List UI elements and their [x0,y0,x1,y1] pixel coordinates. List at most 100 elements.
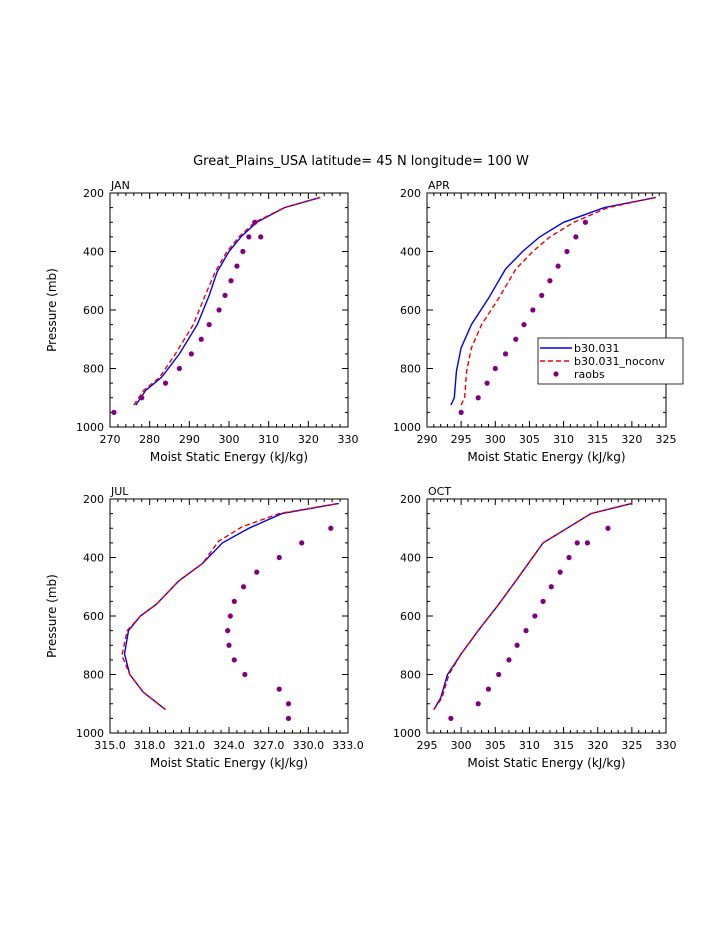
raob-point [502,351,509,357]
raob-point [573,234,579,240]
raob-point [231,598,237,604]
y-tick-label: 400 [400,246,421,259]
raob-point [225,628,231,634]
series-line-b30-031 [433,502,633,710]
raob-point [564,248,570,255]
series-line-b30-031-noconv [121,502,339,711]
raob-point [566,554,572,561]
y-tick-label: 600 [400,610,421,623]
y-tick-label: 400 [83,552,104,565]
x-tick-label: 305 [519,433,540,446]
x-tick-label: 325 [621,739,642,752]
raob-point [234,263,240,269]
raob-point [539,292,545,298]
panel-jul: JUL 315.0 318.0 321.0 324.0 327.0 330.0 333.0 20… [45,485,364,770]
plot-area [450,196,656,415]
x-tick-label: 280 [139,433,160,446]
raob-point [458,409,464,415]
x-tick-label: 330.0 [293,739,325,752]
raob-point [246,234,252,240]
raob-point [514,642,520,648]
raob-point [448,715,454,721]
x-tick-label: 327.0 [253,739,285,752]
raob-point [496,671,502,678]
x-axis-label: Moist Static Energy (kJ/kg) [150,756,308,770]
x-tick-label: 333.0 [332,739,364,752]
y-tick-label: 400 [83,246,104,259]
y-tick-label: 600 [400,304,421,317]
y-tick-label: 600 [83,610,104,623]
legend-label: b30.031 [574,342,619,355]
panel-label: OCT [428,485,451,498]
raob-point [285,701,292,707]
raob-point [521,322,527,328]
legend-marker-raobs [553,371,559,377]
raob-point [513,336,519,342]
raob-point [605,525,611,531]
y-tick-label: 1000 [76,421,104,434]
panel-label: JUL [110,485,129,498]
raob-point [484,380,490,386]
x-tick-label: 290 [179,433,200,446]
x-axis-label: Moist Static Energy (kJ/kg) [467,450,625,464]
raob-point [547,278,553,284]
series-line-b30-031 [123,502,339,711]
x-axis-label: Moist Static Energy (kJ/kg) [467,756,625,770]
x-axis-label: Moist Static Energy (kJ/kg) [150,450,308,464]
raob-point [206,322,212,328]
raob-point [523,628,529,634]
y-tick-label: 200 [400,493,421,506]
raob-point [231,657,237,663]
raob-point [254,569,260,575]
raob-point [485,686,492,692]
raob-point [276,554,282,561]
x-tick-label: 295 [417,739,438,752]
series-line-b30-031-noconv [133,196,321,406]
raob-point [139,395,145,401]
x-tick-label: 320 [298,433,319,446]
raob-point [252,219,258,225]
legend-label: b30.031_noconv [574,355,665,368]
plot-area [121,502,339,721]
raob-point [574,540,580,546]
y-tick-label: 800 [83,669,104,682]
y-tick-label: 800 [83,363,104,376]
series-line-b30-031 [135,196,321,406]
y-tick-label: 600 [83,304,104,317]
y-tick-label: 1000 [393,727,421,740]
raob-point [198,336,204,342]
panel-label: JAN [110,179,130,192]
panels: JAN 270 280 290 300 310 320 330 200 400 600 800 1000… [45,179,684,770]
y-tick-label: 200 [83,493,104,506]
raob-point [492,365,498,372]
raob-point [555,263,561,269]
legend-label: raobs [574,368,605,381]
plot-frame [426,498,667,734]
raob-point [258,234,264,240]
plot-area [433,502,633,721]
x-tick-label: 321.0 [174,739,206,752]
raob-point [222,292,228,298]
raob-point [540,598,546,604]
legend-box [537,337,684,385]
raob-point [299,540,305,546]
x-tick-label: 324.0 [213,739,245,752]
panel-label: APR [428,179,450,192]
x-tick-label: 300 [485,433,506,446]
raob-point [226,642,232,648]
raob-point [285,715,292,721]
raob-point [227,613,233,619]
x-tick-label: 315.0 [94,739,126,752]
x-tick-label: 310 [258,433,279,446]
plot-frame [426,192,667,428]
panel-apr: APR 290 295 300 305 310 315 320 325 200 400 600 800 1… [393,179,684,464]
raob-point [240,584,247,590]
y-tick-label: 800 [400,669,421,682]
raob-point [242,671,248,678]
x-tick-label: 315 [587,433,608,446]
raob-point [582,219,589,225]
raob-point [530,307,536,313]
x-tick-label: 300 [219,433,240,446]
raob-point [532,613,538,619]
